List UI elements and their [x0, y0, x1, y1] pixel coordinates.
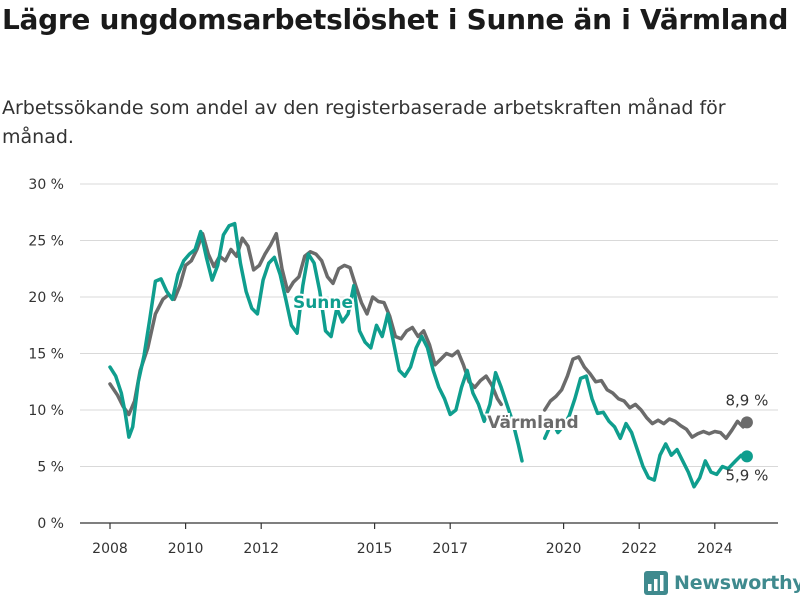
- series-label-sunne: Sunne: [293, 293, 353, 313]
- x-tick-label: 2022: [621, 541, 657, 557]
- x-tick-label: 2010: [168, 541, 204, 557]
- y-tick-label: 10 %: [28, 403, 64, 419]
- series-lines: [108, 221, 753, 489]
- x-tick-label: 2008: [92, 541, 128, 557]
- x-tick-label: 2024: [697, 541, 733, 557]
- x-tick-label: 2012: [243, 541, 279, 557]
- chart-subtitle: Arbetssökande som andel av den registerb…: [2, 97, 726, 148]
- series-labels: Värmland Sunne 8,9 % 5,9 %: [291, 291, 768, 484]
- end-value-label-sunne: 5,9 %: [725, 466, 768, 484]
- chart-title: Lägre ungdomsarbetslöshet i Sunne än i V…: [2, 3, 789, 36]
- brand-name: Newsworthy: [674, 572, 800, 594]
- x-axis: 2008 2010 2012 2015 2017 2020 2022 2024: [80, 522, 778, 557]
- y-tick-label: 15 %: [28, 347, 64, 363]
- gridlines: [80, 183, 778, 467]
- x-tick-label: 2020: [546, 541, 582, 557]
- series-end-point: [740, 450, 753, 463]
- series-line-sunne: [542, 374, 749, 489]
- newsworthy-logo: Newsworthy: [644, 568, 800, 598]
- y-tick-label: 5 %: [37, 460, 64, 476]
- y-tick-label: 25 %: [28, 234, 64, 250]
- series-line-sunne: [108, 221, 524, 463]
- end-value-label-varmland: 8,9 %: [725, 391, 768, 409]
- x-tick-label: 2015: [357, 541, 393, 557]
- y-tick-label: 30 %: [28, 177, 64, 193]
- series-end-point: [740, 416, 753, 429]
- x-tick-label: 2017: [432, 541, 468, 557]
- series-line-varmland: [108, 231, 503, 417]
- y-axis-tick-labels: 0 % 5 % 10 % 15 % 20 % 25 % 30 %: [28, 177, 64, 532]
- series-line-varmland: [542, 355, 749, 441]
- series-label-varmland: Värmland: [487, 413, 578, 433]
- bar-chart-logo-icon: [644, 571, 668, 595]
- y-tick-label: 0 %: [37, 516, 64, 532]
- y-tick-label: 20 %: [28, 290, 64, 306]
